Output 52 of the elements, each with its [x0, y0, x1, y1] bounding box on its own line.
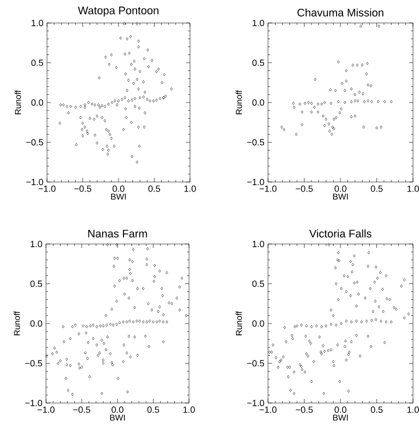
y-tick-label: 0.0	[252, 99, 264, 106]
x-tick-label: −1.0	[260, 406, 277, 413]
x-tick-label: 0.0	[112, 186, 124, 192]
y-axis-title: Runoff	[14, 90, 21, 114]
x-tick-label: −0.5	[296, 186, 313, 192]
y-tick-label: −0.5	[26, 139, 44, 146]
y-tick-label: −1.0	[25, 400, 42, 406]
y-tick-label: 1.0	[252, 20, 264, 26]
y-tick-label: −0.5	[25, 360, 42, 366]
x-tick-label: 0.5	[370, 406, 383, 413]
x-tick-label: 0.5	[148, 186, 160, 192]
x-tick-label: 0.0	[112, 406, 124, 413]
y-axis-title: Runoff	[236, 90, 242, 114]
x-axis-title: BWI	[111, 194, 126, 200]
x-tick-label: −1.0	[260, 186, 277, 192]
y-tick-label: 0.0	[31, 99, 44, 106]
y-tick-label: 0.0	[30, 320, 42, 327]
x-tick-label: −0.5	[296, 406, 313, 413]
y-tick-label: 1.0	[32, 20, 44, 26]
x-tick-label: 0.5	[147, 406, 160, 413]
y-tick-label: 1.0	[252, 240, 264, 248]
x-tick-label: 1.0	[184, 186, 196, 192]
x-tick-label: −1.0	[38, 186, 56, 192]
x-tick-label: 1.0	[407, 406, 419, 413]
x-tick-label: 0.5	[370, 186, 383, 192]
chart-title: Chavuma Mission	[298, 8, 384, 16]
y-tick-label: −1.0	[247, 400, 264, 406]
y-tick-label: 0.0	[252, 320, 264, 327]
x-axis-title: BWI	[333, 194, 348, 200]
y-axis-title: Runoff	[14, 311, 20, 336]
x-tick-label: 0.0	[334, 186, 346, 192]
y-tick-label: 0.5	[30, 280, 42, 287]
y-tick-label: 1.0	[30, 240, 42, 248]
y-tick-label: 0.5	[252, 280, 264, 287]
y-tick-label: −0.5	[247, 360, 264, 366]
y-tick-label: 0.5	[31, 60, 44, 66]
x-axis-title: BWI	[333, 414, 348, 421]
x-tick-label: 1.0	[183, 406, 195, 413]
x-tick-label: 1.0	[407, 186, 419, 192]
y-axis-title: Runoff	[236, 311, 242, 336]
x-tick-label: −0.5	[73, 406, 90, 413]
x-tick-label: −0.5	[74, 186, 92, 192]
x-axis-title: BWI	[110, 414, 125, 421]
x-tick-label: −1.0	[38, 406, 55, 413]
y-tick-label: 0.5	[252, 60, 264, 66]
y-tick-label: −0.5	[247, 139, 264, 146]
y-tick-label: −1.0	[247, 178, 264, 186]
chart-title: Watopa Pontoon	[78, 6, 158, 16]
y-tick-label: −1.0	[26, 178, 44, 186]
x-tick-label: 0.0	[334, 406, 346, 413]
chart-title: Victoria Falls	[309, 229, 372, 238]
chart-title: Nanas Farm	[88, 230, 147, 238]
